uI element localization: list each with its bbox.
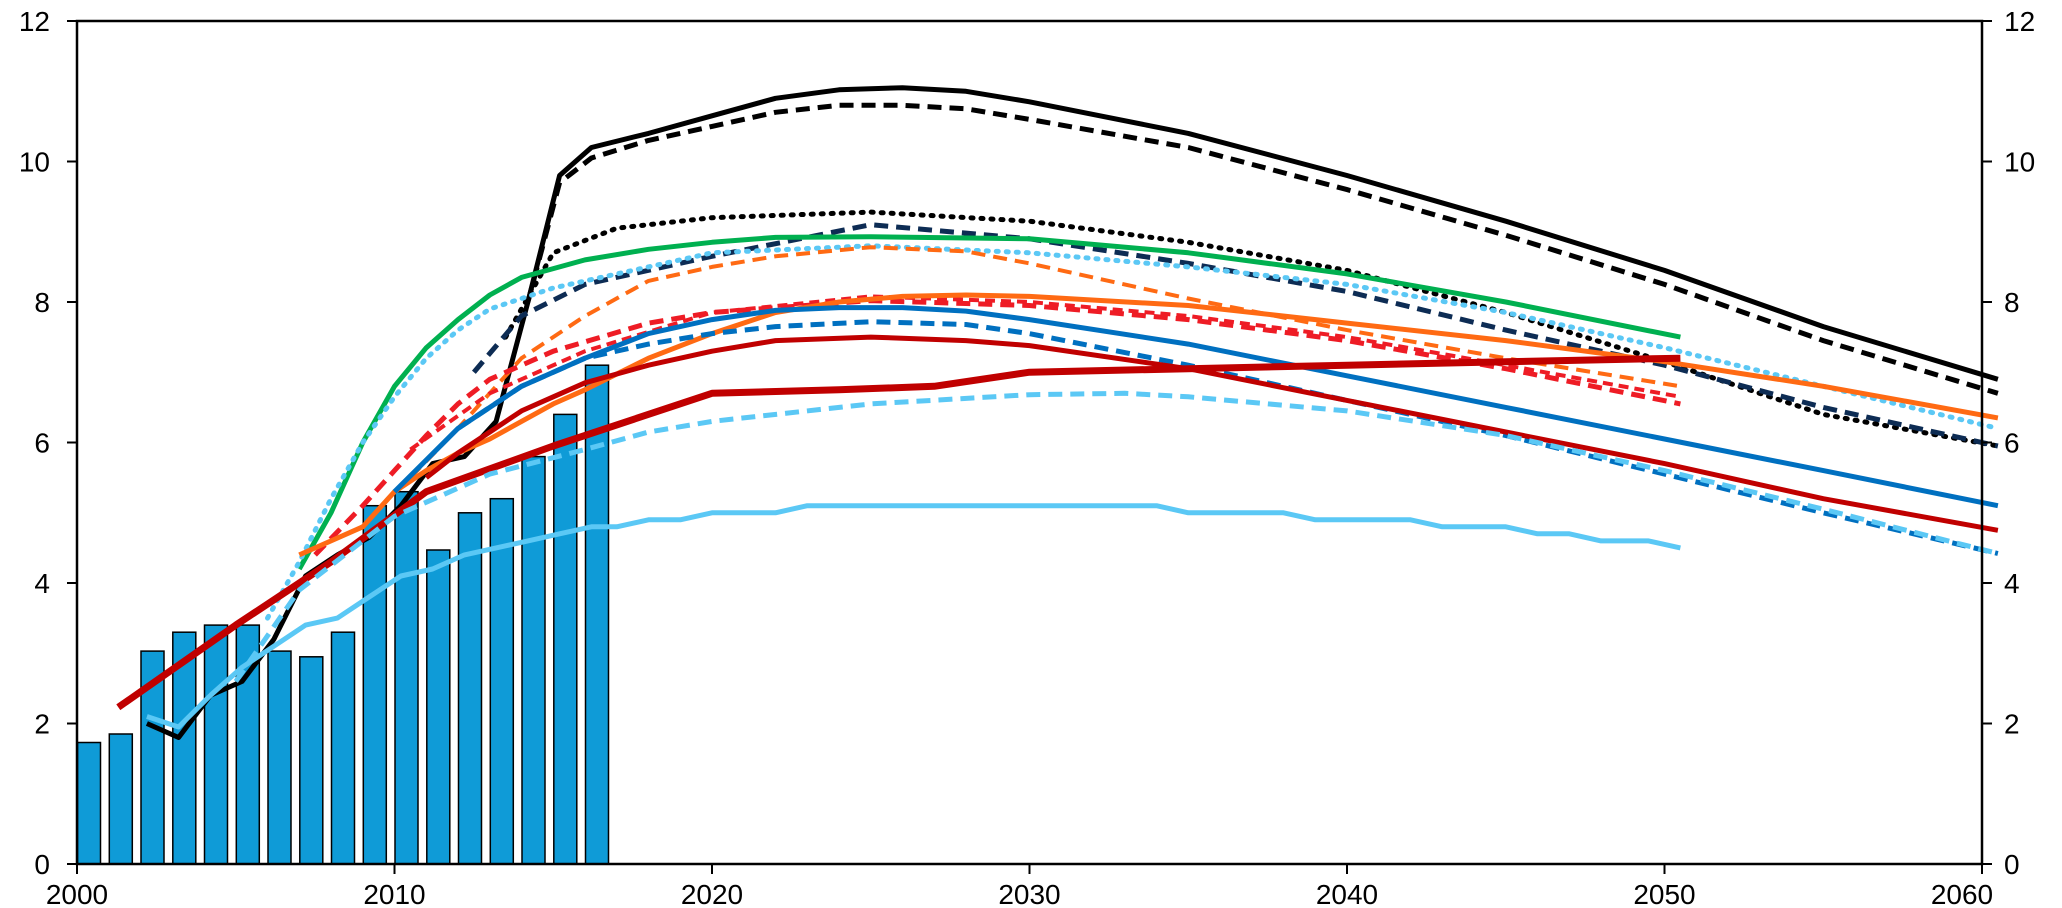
bar-2016 <box>584 364 610 865</box>
y-left-tick-label: 0 <box>34 849 50 880</box>
series-line-6 <box>265 243 2001 621</box>
series-line-13 <box>424 334 1999 533</box>
series-line-14 <box>116 354 1681 711</box>
bar-2010 <box>394 490 419 865</box>
series-line-8 <box>313 298 1681 557</box>
x-tick-label: 2010 <box>363 879 425 908</box>
y-right-tick-label: 8 <box>2004 287 2020 318</box>
series-line-16 <box>146 503 1681 730</box>
bar-2011 <box>426 549 451 865</box>
bar-2009 <box>362 504 388 865</box>
series-line-7 <box>408 245 1681 479</box>
series-line-5 <box>297 234 1681 571</box>
y-left-tick-label: 6 <box>34 428 50 459</box>
y-right-tick-label: 4 <box>2004 568 2020 599</box>
lines-layer <box>116 85 2001 740</box>
bar-2015 <box>553 413 578 865</box>
bar-2004 <box>203 624 229 865</box>
series-line-4 <box>471 222 1999 449</box>
series-line-2 <box>525 102 1999 396</box>
y-left-tick-label: 12 <box>19 6 50 37</box>
y-axis-right-tick-labels: 0 2 4 6 8 10 12 <box>2004 6 2035 880</box>
bar-2012 <box>457 512 483 865</box>
x-axis-tick-labels: 2000 2010 2020 2030 2040 2050 2060 <box>46 879 1993 908</box>
bars-layer <box>76 364 610 865</box>
bar-2014 <box>521 455 546 865</box>
y-right-tick-label: 6 <box>2004 428 2020 459</box>
y-left-tick-label: 4 <box>34 568 50 599</box>
series-line-3 <box>503 209 2001 449</box>
bar-2007 <box>299 656 324 865</box>
x-tick-label: 2060 <box>1931 879 1993 908</box>
axis-ticks <box>67 20 1992 874</box>
bar-2008 <box>330 631 356 865</box>
series-line-12 <box>456 319 1999 556</box>
series-line-15 <box>233 390 1999 683</box>
bar-2001 <box>108 733 134 865</box>
y-left-tick-label: 8 <box>34 287 50 318</box>
y-left-tick-label: 10 <box>19 147 50 178</box>
x-tick-label: 2030 <box>998 879 1060 908</box>
y-right-tick-label: 10 <box>2004 147 2035 178</box>
series-line-1 <box>145 85 1999 740</box>
y-right-tick-label: 2 <box>2004 709 2020 740</box>
bar-2013 <box>489 497 515 865</box>
y-left-tick-label: 2 <box>34 709 50 740</box>
y-right-tick-label: 12 <box>2004 6 2035 37</box>
bar-2000 <box>76 741 102 865</box>
x-tick-label: 2050 <box>1633 879 1695 908</box>
x-tick-label: 2000 <box>46 879 108 908</box>
series-line-9 <box>409 294 1681 452</box>
series-line-11 <box>392 305 1999 509</box>
x-tick-label: 2040 <box>1316 879 1378 908</box>
y-axis-left-tick-labels: 0 2 4 6 8 10 12 <box>19 6 50 880</box>
bar-2006 <box>267 650 292 865</box>
x-tick-label: 2020 <box>681 879 743 908</box>
y-right-tick-label: 0 <box>2004 849 2020 880</box>
